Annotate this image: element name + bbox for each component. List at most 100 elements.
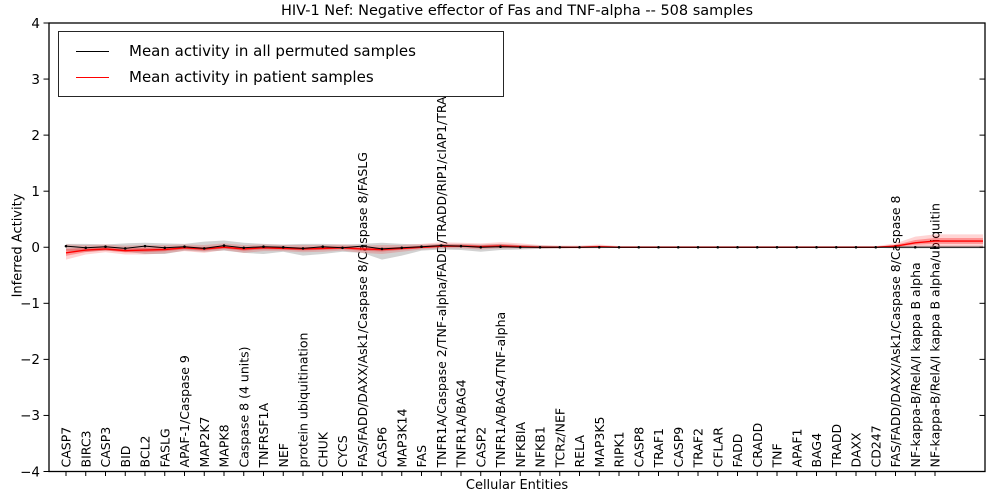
permuted-marker-dot: [499, 245, 502, 248]
y-tick-label: 1: [31, 184, 40, 200]
permuted-marker-dot: [933, 245, 937, 249]
x-tick-label: TNFRSF1A: [256, 403, 271, 469]
x-tick-label: NF-kappa-B/RelA/I kappa B alpha/ubiquiti…: [928, 203, 943, 467]
x-tick-label: CASP8: [631, 427, 646, 468]
permuted-marker-dot: [597, 245, 601, 249]
x-tick-label: CASP7: [59, 427, 74, 468]
permuted-marker-dot: [775, 245, 779, 249]
y-tick-label: 2: [31, 128, 40, 144]
x-tick-label: NEF: [276, 443, 291, 467]
x-tick-label: Caspase 8 (4 units): [236, 346, 251, 467]
x-tick-label: NF-kappa-B/RelA/I kappa B alpha: [908, 262, 923, 467]
x-tick-label: CHUK: [315, 431, 330, 467]
permuted-marker-dot: [479, 245, 483, 249]
permuted-line-swatch-icon: [76, 50, 109, 52]
x-tick-label: CASP2: [473, 427, 488, 468]
x-tick-label: MAP3K14: [394, 409, 409, 468]
legend-label-patient: Mean activity in patient samples: [129, 68, 374, 86]
x-tick-label: TNFR1A/BAG4: [454, 379, 469, 468]
permuted-marker-dot: [834, 245, 838, 249]
permuted-marker-dot: [676, 245, 680, 249]
y-tick-label: −2: [20, 352, 40, 368]
x-tick-label: MAP2K7: [197, 417, 212, 468]
x-tick-label: CASP6: [375, 427, 390, 468]
permuted-marker-dot: [815, 245, 818, 249]
permuted-band: [66, 240, 983, 260]
y-tick-label: −1: [20, 296, 40, 312]
permuted-marker-dot: [360, 244, 364, 248]
permuted-marker-dot: [874, 245, 878, 249]
x-tick-label: TNFR1A/BAG4/TNF-alpha: [493, 312, 508, 469]
permuted-marker-dot: [558, 245, 562, 249]
permuted-marker-dot: [84, 246, 88, 250]
permuted-marker-dot: [380, 247, 384, 251]
x-tick-label: NFKB1: [533, 426, 548, 467]
permuted-marker-dot: [518, 245, 522, 249]
legend-box: Mean activity in all permuted samples Me…: [58, 31, 504, 97]
legend-entry-patient: Mean activity in patient samples: [59, 68, 503, 86]
x-tick-label: FASLG: [157, 428, 172, 467]
y-tick-label: 4: [31, 16, 40, 32]
permuted-marker-dot: [854, 245, 858, 249]
x-tick-label: CASP9: [671, 427, 686, 468]
y-tick-label: 3: [31, 72, 40, 88]
permuted-marker-dot: [696, 245, 700, 249]
x-tick-label: APAF-1/Caspase 9: [177, 355, 192, 467]
permuted-marker-dot: [341, 246, 344, 250]
x-tick-label: TNF: [770, 443, 785, 468]
permuted-marker-dot: [143, 244, 147, 248]
permuted-marker-dot: [64, 244, 68, 248]
permuted-marker-dot: [617, 245, 621, 249]
x-tick-label: DAXX: [849, 432, 864, 468]
permuted-marker-dot: [913, 245, 917, 249]
permuted-marker-dot: [795, 245, 799, 249]
x-tick-label: BID: [118, 446, 133, 468]
x-tick-label: FAS: [414, 445, 429, 468]
permuted-marker-dot: [716, 245, 720, 249]
permuted-marker-dot: [321, 245, 325, 248]
x-tick-label: protein ubiquitination: [296, 333, 311, 468]
y-tick-label: 0: [31, 240, 40, 256]
permuted-marker-dot: [183, 245, 186, 248]
chart-title: HIV-1 Nef: Negative effector of Fas and …: [280, 3, 754, 19]
x-tick-label: MAPK8: [217, 424, 232, 467]
legend-label-permuted: Mean activity in all permuted samples: [129, 42, 416, 60]
x-tick-label: FAS/FADD/DAXX/Ask1/Caspase 8/Caspase 8: [888, 195, 903, 467]
permuted-marker-dot: [202, 247, 206, 250]
permuted-marker-dot: [242, 246, 246, 250]
permuted-marker-dot: [657, 245, 660, 249]
x-tick-label: MAP3K5: [592, 417, 607, 468]
x-tick-label: FAS/FADD/DAXX/Ask1/Caspase 8/Caspase 8/F…: [355, 152, 370, 467]
x-tick-label: TNFR1A/Caspase 2/TNF-alpha/FADD/TRADD/RI…: [434, 38, 449, 469]
permuted-mean-line: [65, 245, 983, 250]
x-tick-label: CASP3: [98, 427, 113, 468]
permuted-marker-dot: [420, 245, 423, 248]
permuted-marker-dot: [222, 244, 226, 247]
x-tick-label: FADD: [730, 434, 745, 468]
x-tick-label: CRADD: [750, 423, 765, 468]
permuted-marker-dot: [736, 245, 739, 249]
x-tick-label: APAF1: [789, 429, 804, 468]
y-tick-label: −3: [20, 408, 40, 424]
x-tick-label: BIRC3: [78, 430, 93, 467]
permuted-marker-dot: [163, 246, 167, 250]
legend-entry-permuted: Mean activity in all permuted samples: [59, 42, 503, 60]
permuted-marker-dot: [281, 245, 285, 249]
permuted-marker-dot: [104, 245, 107, 248]
patient-line-swatch-icon: [76, 76, 109, 78]
permuted-marker-dot: [123, 247, 127, 250]
x-tick-label: CFLAR: [710, 427, 725, 468]
permuted-marker-dot: [538, 245, 542, 249]
x-tick-label: NFKBIA: [513, 422, 528, 468]
x-axis-title: Cellular Entities: [465, 478, 569, 493]
permuted-marker-dot: [578, 245, 581, 249]
permuted-marker-dot: [459, 244, 463, 248]
x-tick-label: CYCS: [335, 435, 350, 467]
x-tick-label: RELA: [572, 435, 587, 468]
x-tick-label: CD247: [868, 425, 883, 467]
x-tick-label: BCL2: [138, 435, 153, 467]
permuted-marker-dot: [301, 247, 305, 250]
x-tick-label: TCRz/NEF: [552, 408, 567, 469]
